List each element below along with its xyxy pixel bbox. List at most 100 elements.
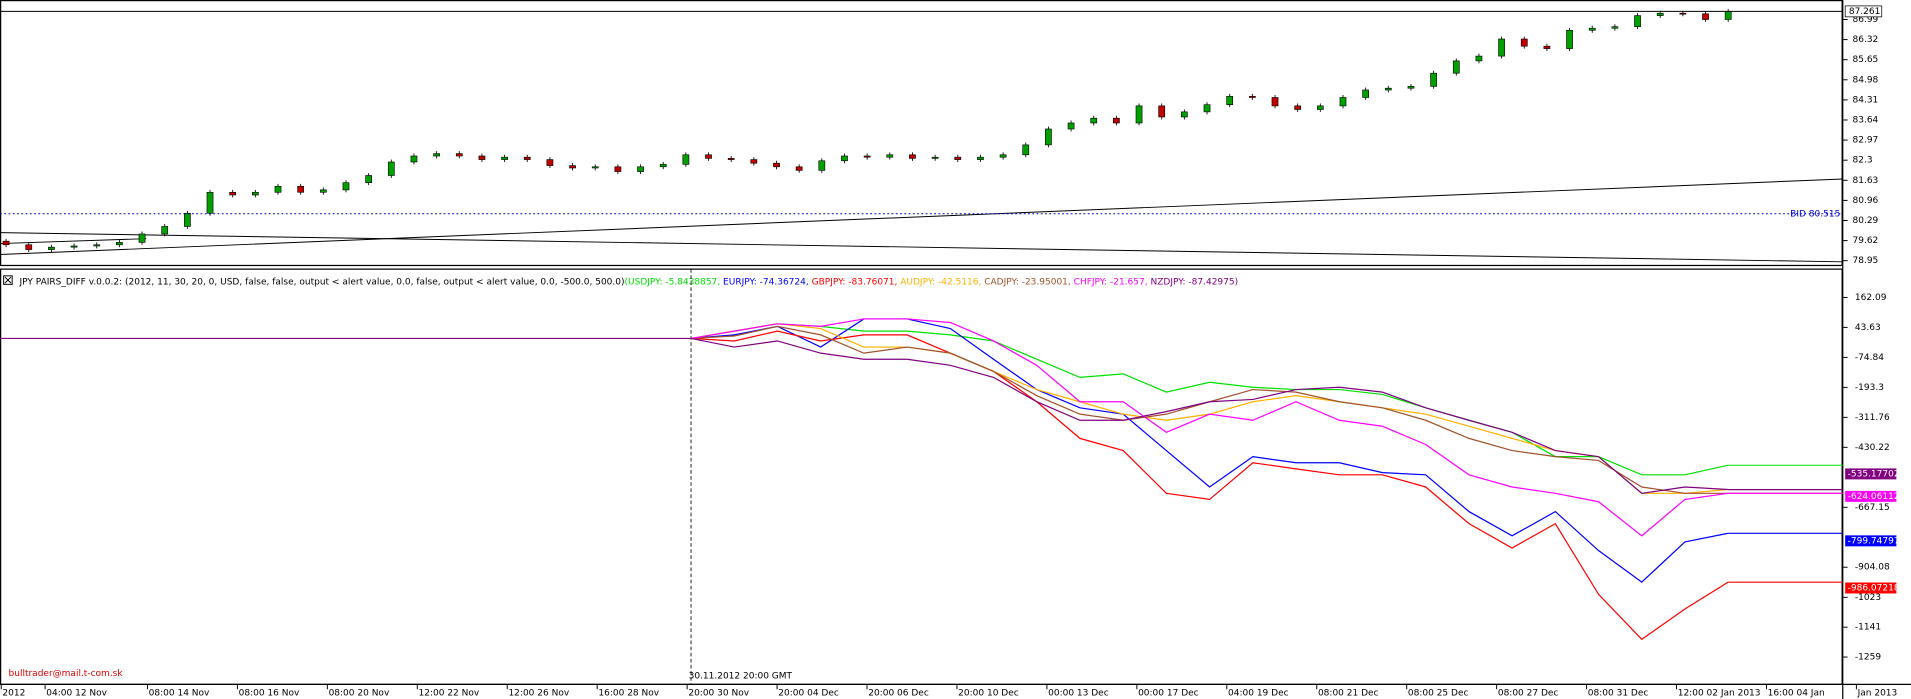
y-tick-label: 84.98 (1853, 75, 1879, 85)
candle-body (1452, 60, 1460, 74)
last-value-label: -986.07218 (1848, 583, 1900, 593)
candle-body (1679, 12, 1687, 15)
last-value-label: -799.74797 (1848, 536, 1900, 546)
last-value-box (1845, 490, 1897, 502)
y-tick-label: 82.3 (1853, 156, 1873, 166)
candle-body (25, 244, 33, 250)
y-tick-label: -193.3 (1855, 383, 1884, 393)
last-value-label: -624.06112 (1848, 492, 1900, 502)
legend-entry: CHFJPY: -21.657, (1074, 277, 1148, 287)
candle-body (1316, 105, 1324, 110)
candle-body (1271, 97, 1279, 107)
candle-body (342, 182, 350, 191)
candle-body (682, 154, 690, 165)
candle-body (1611, 26, 1619, 29)
y-tick-label: -74.84 (1855, 353, 1884, 363)
candle-body (523, 156, 531, 160)
y-tick-label: 80.96 (1853, 196, 1879, 206)
candle-body (750, 159, 758, 164)
candle-body (116, 242, 123, 246)
start-label: 30.11.2012 20:00 GMT (689, 671, 793, 681)
candle-body (1135, 105, 1143, 124)
legend-entry: NZDJPY: -87.42975) (1150, 277, 1238, 287)
current-price-label: 87.261 (1849, 7, 1881, 17)
candle-body (1045, 128, 1052, 146)
current-price-box (1844, 5, 1883, 18)
checkbox-cross (4, 276, 12, 284)
candle-body (909, 154, 916, 159)
x-tick-label: 2012 (2, 688, 25, 698)
x-tick-label: Jan 2013 (1857, 688, 1898, 698)
candle-body (1498, 38, 1505, 57)
candle-body (1022, 144, 1030, 156)
x-tick-label: 08:00 31 Dec (1588, 688, 1649, 698)
candle-body (931, 156, 939, 159)
candle-body (614, 166, 622, 172)
candle-body (1430, 72, 1437, 87)
signature: bulltrader@mail.t-com.sk (9, 669, 124, 679)
trend-line (0, 232, 1843, 263)
candle-body (1520, 38, 1528, 47)
y-tick-label: 85.65 (1853, 55, 1879, 65)
candle-body (727, 158, 735, 160)
bid-text: BID (1790, 209, 1806, 219)
candle-body (1702, 13, 1709, 20)
y-tick-label: -311.76 (1855, 413, 1890, 423)
candle-body (1203, 104, 1211, 113)
candle-body (161, 226, 169, 235)
y-tick-label: -430.22 (1855, 443, 1890, 453)
candle-body (206, 191, 214, 214)
x-tick-label: 04:00 19 Dec (1228, 688, 1289, 698)
x-tick-label: 12:00 02 Jan 2013 (1678, 688, 1761, 698)
candle-body (1226, 95, 1234, 105)
x-tick-label: 08:00 16 Nov (239, 688, 300, 698)
y-tick-label: -1023 (1855, 593, 1881, 603)
series-line (690, 318, 1729, 537)
x-tick-label: 12:00 22 Nov (419, 688, 480, 698)
x-tick-label: 08:00 20 Nov (329, 688, 390, 698)
last-value-label: -535.17702 (1848, 469, 1900, 479)
candle-body (1543, 45, 1551, 49)
y-tick-label: 78.95 (1853, 256, 1879, 266)
candle-body (1090, 117, 1098, 124)
y-tick-label: 86.99 (1853, 15, 1879, 25)
candle-body (478, 155, 486, 160)
candle-body (48, 246, 55, 250)
candle-body (274, 185, 282, 193)
y-tick-label: 43.63 (1855, 323, 1881, 333)
y-tick-label: 80.29 (1853, 216, 1879, 226)
candle-body (1113, 117, 1120, 124)
legend-entry: GBPJPY: -83.76071, (812, 277, 898, 287)
x-tick-label: 20:00 10 Dec (958, 688, 1019, 698)
candle-body (977, 156, 984, 160)
candle-body (999, 154, 1007, 158)
x-tick-label: 04:00 12 Nov (46, 688, 107, 698)
candle-body (455, 153, 463, 157)
x-tick-label: 08:00 27 Dec (1498, 688, 1559, 698)
indicator-title: JPY PAIRS_DIFF v.0.0.2: (2012, 11, 30, 2… (18, 277, 624, 287)
y-tick-label: 81.63 (1853, 176, 1879, 186)
trend-line (0, 178, 1843, 256)
candle-body (1566, 29, 1573, 49)
y-tick-label: 162.09 (1855, 293, 1887, 303)
y-tick-label: -904.08 (1855, 563, 1890, 573)
legend-entry: (USDJPY: -5.8438857, (625, 277, 721, 287)
candle-body (93, 244, 101, 247)
candle-body (251, 191, 259, 196)
legend-entry: EURJPY: -74.36724, (723, 277, 809, 287)
candle-body (1724, 11, 1732, 20)
x-tick-label: 16:00 04 Jan (1768, 688, 1825, 698)
x-tick-label: 08:00 21 Dec (1318, 688, 1379, 698)
candle-body (773, 162, 780, 168)
candle-body (229, 191, 237, 196)
candle-body (1588, 27, 1596, 31)
x-tick-label: 16:00 28 Nov (598, 688, 659, 698)
candle-body (1362, 89, 1369, 98)
last-value-box (1845, 468, 1897, 480)
y-tick-label: 79.62 (1853, 236, 1879, 246)
candle-body (841, 155, 848, 162)
bid-label: BID 80.515 (1790, 209, 1840, 219)
indicator-header: JPY PAIRS_DIFF v.0.0.2: (2012, 11, 30, 2… (18, 277, 1238, 287)
